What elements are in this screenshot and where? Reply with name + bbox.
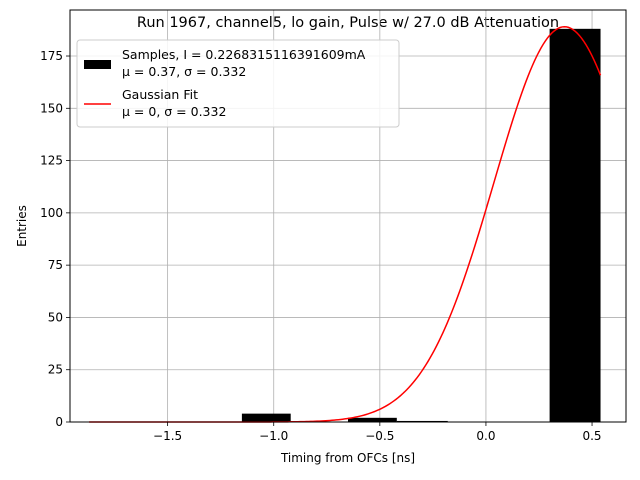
x-axis-ticks: −1.5 −1.0 −0.5 0.0 0.5 <box>153 422 602 443</box>
legend-stats-fit: μ = 0, σ = 0.332 <box>122 104 226 119</box>
histogram-bar <box>348 417 397 422</box>
histogram-bar <box>549 28 601 423</box>
histogram-bar <box>241 413 291 422</box>
legend-box <box>76 39 400 128</box>
plot-frame <box>69 9 627 423</box>
chart-title: Run 1967, channel5, lo gain, Pulse w/ 27… <box>137 15 559 31</box>
legend-label-samples: Samples, I = 0.2268315116391609mA <box>122 47 366 62</box>
y-tick-label: 100 <box>40 206 63 220</box>
x-tick-label: −1.0 <box>259 429 288 443</box>
legend-swatch-samples <box>84 60 111 69</box>
x-tick-label: −1.5 <box>153 429 182 443</box>
y-tick-label: 0 <box>55 415 63 429</box>
x-tick-label: 0.0 <box>476 429 495 443</box>
legend: Samples, I = 0.2268315116391609mA μ = 0.… <box>76 39 400 128</box>
legend-label-fit: Gaussian Fit <box>122 87 198 102</box>
x-tick-label: 0.5 <box>582 429 601 443</box>
y-axis-label: Entries <box>15 205 29 247</box>
histogram-bars <box>241 28 601 423</box>
y-axis-ticks: 0 25 50 75 100 125 150 175 <box>40 49 70 429</box>
legend-stats-samples: μ = 0.37, σ = 0.332 <box>122 64 246 79</box>
y-tick-label: 75 <box>48 258 63 272</box>
x-axis-label: Timing from OFCs [ns] <box>280 451 415 465</box>
y-tick-label: 175 <box>40 49 63 63</box>
x-tick-label: −0.5 <box>365 429 394 443</box>
y-tick-label: 150 <box>40 101 63 115</box>
histogram-bar <box>396 420 448 422</box>
y-tick-label: 125 <box>40 154 63 168</box>
y-tick-label: 25 <box>48 363 63 377</box>
y-tick-label: 50 <box>48 310 63 324</box>
